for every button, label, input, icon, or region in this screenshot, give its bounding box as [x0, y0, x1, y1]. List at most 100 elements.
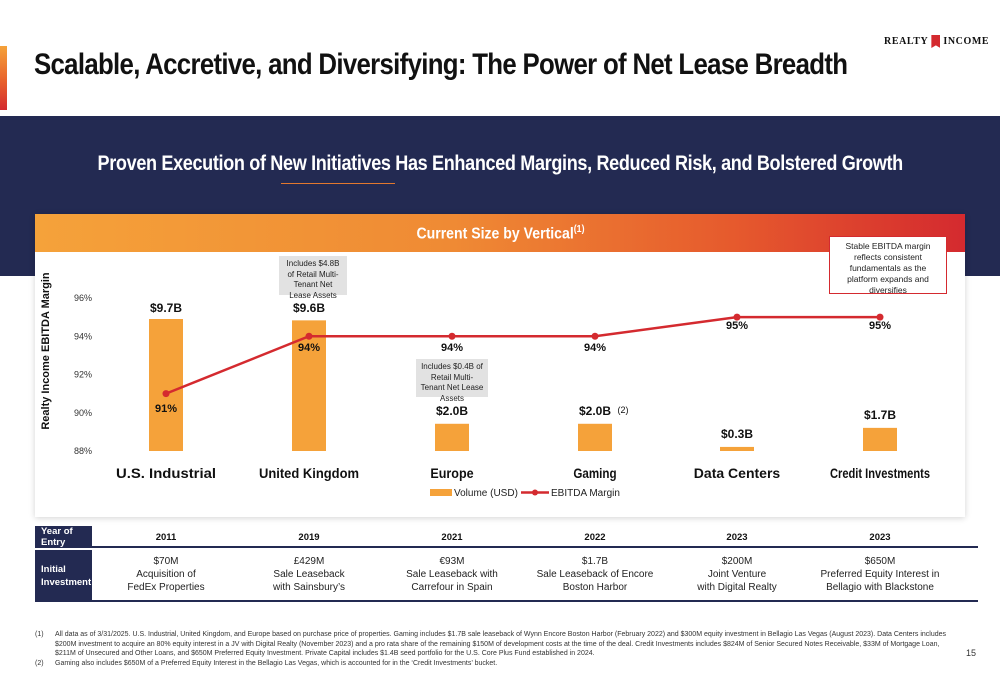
y-tick-label: 88%: [74, 446, 92, 456]
investment-cell: €93M Sale Leaseback with Carrefour in Spai…: [377, 550, 527, 602]
bar-3: [578, 423, 612, 451]
bar-value-label: $9.6B: [293, 301, 325, 315]
year-cell: 2021: [441, 531, 463, 543]
footnotes: (1) All data as of 3/31/2025. U.S. Indus…: [35, 630, 950, 668]
footnote-text: All data as of 3/31/2025. U.S. Industria…: [55, 631, 947, 657]
band-heading-text: Proven Execution of New Initiatives Has …: [97, 152, 903, 175]
band-heading: Proven Execution of New Initiatives Has …: [0, 152, 1000, 176]
year-cell: 2023: [869, 531, 891, 543]
europe-callout: Includes $0.4B of Retail Multi-Tenant Ne…: [416, 359, 488, 403]
footnote-2: (2) Gaming also includes $650M of a Pref…: [35, 659, 950, 669]
chart-title-footnote-ref: (1): [573, 224, 585, 235]
category-label: Data Centers: [694, 465, 781, 481]
uk-callout: Includes $4.8B of Retail Multi-Tenant Ne…: [279, 256, 347, 300]
bar-value-label: $1.7B: [864, 408, 896, 422]
investment-line: Sale Leaseback with: [406, 569, 498, 580]
investment-line: $650M: [864, 556, 896, 567]
legend-margin-label: EBITDA Margin: [551, 488, 620, 499]
bar-value-label: $2.0B: [579, 404, 611, 418]
investment-line: €93M: [439, 556, 465, 567]
investment-line: with Sainsbury’s: [272, 582, 346, 593]
legend-margin-marker: [532, 489, 538, 496]
investment-row: [35, 550, 978, 602]
chart-card: [35, 214, 965, 517]
bar-footnote-ref: (2): [618, 405, 629, 415]
investment-line: £429M: [293, 556, 325, 567]
investment-line: Sale Leaseback of Encore: [536, 569, 654, 580]
investment-line: $1.7B: [581, 556, 609, 567]
category-label: U.S. Industrial: [116, 465, 216, 481]
investment-header: Initial Investment: [35, 550, 92, 602]
chart-header-bar: [35, 214, 965, 252]
margin-point-0: [162, 390, 170, 398]
realty-income-logo: REALTY INCOME: [884, 35, 989, 48]
band-heading-underline: [281, 183, 395, 184]
investment-cell: $1.7B Sale Leaseback of Encore Boston Harb…: [520, 550, 670, 602]
margin-point-3: [591, 332, 599, 340]
category-label: Credit Investments: [830, 465, 930, 481]
slide-title: Scalable, Accretive, and Diversifying: T…: [34, 48, 848, 81]
bar-value-label: $0.3B: [721, 427, 753, 441]
investment-line: $200M: [721, 556, 753, 567]
year-cell: 2019: [298, 531, 320, 543]
investment-cell: £429M Sale Leaseback with Sainsbury’s: [234, 550, 384, 602]
margin-value-label: 94%: [584, 342, 606, 354]
title-accent-bar: [0, 46, 7, 110]
y-tick-label: 94%: [74, 331, 92, 341]
chart-title: Current Size by Vertical: [415, 225, 574, 243]
footnote-number: (1): [35, 631, 44, 638]
margin-value-label: 91%: [155, 403, 177, 415]
bar-5: [863, 427, 897, 451]
bar-2: [435, 423, 469, 451]
category-label: Europe: [430, 465, 473, 481]
y-tick-label: 92%: [74, 370, 92, 380]
bar-value-label: $9.7B: [150, 301, 182, 315]
margin-point-4: [733, 313, 741, 321]
investment-line: Acquisition of: [136, 569, 196, 580]
margin-point-5: [876, 313, 884, 321]
margin-value-label: 94%: [441, 342, 463, 354]
investment-cell: $200M Joint Venture with Digital Realty: [662, 550, 812, 602]
year-cell: 2023: [726, 531, 748, 543]
bar-value-label: $2.0B: [436, 404, 468, 418]
chart-header-title: Current Size by Vertical(1): [0, 224, 1000, 243]
investment-line: Carrefour in Spain: [411, 582, 493, 593]
logo-text-left: REALTY: [884, 36, 929, 47]
margin-point-2: [448, 332, 456, 340]
category-label: United Kingdom: [259, 465, 359, 481]
investment-cell: $70M Acquisition of FedEx Properties: [91, 550, 241, 602]
page-number: 15: [966, 648, 977, 658]
stable-margin-callout: Stable EBITDA margin reflects consistent…: [829, 236, 947, 295]
investment-line: with Digital Realty: [697, 582, 777, 593]
category-label: Gaming: [573, 465, 616, 481]
legend-volume-label: Volume (USD): [454, 488, 518, 499]
bar-4: [720, 446, 754, 451]
investment-line: Preferred Equity Interest in: [820, 569, 940, 580]
footnote-number: (2): [35, 659, 44, 667]
footnote-text: Gaming also includes $650M of a Preferre…: [55, 659, 498, 667]
bar-0: [149, 319, 183, 451]
investment-line: Bellagio with Blackstone: [826, 582, 934, 593]
investment-line: Sale Leaseback: [273, 569, 345, 580]
y-tick-label: 96%: [74, 293, 92, 303]
legend-volume-swatch: [430, 489, 452, 496]
investment-cell: $650M Preferred Equity Interest in Bellagi…: [805, 550, 955, 602]
margin-value-label: 95%: [869, 320, 891, 332]
year-row: [35, 526, 978, 548]
ebitda-margin-line: [165, 315, 880, 395]
investment-line: Joint Venture: [707, 569, 767, 580]
logo-mark-icon: [931, 35, 941, 48]
year-cell: 2011: [155, 531, 177, 543]
margin-value-label: 94%: [298, 342, 320, 354]
investment-line: FedEx Properties: [127, 582, 205, 593]
margin-point-1: [305, 332, 313, 340]
investment-line: $70M: [153, 556, 179, 567]
year-header: Year of Entry: [35, 526, 92, 548]
y-tick-label: 90%: [74, 408, 92, 418]
year-cell: 2022: [584, 531, 606, 543]
logo-text-right: INCOME: [943, 36, 990, 47]
margin-value-label: 95%: [726, 320, 748, 332]
investment-line: Boston Harbor: [562, 582, 628, 593]
footnote-1: (1) All data as of 3/31/2025. U.S. Indus…: [35, 630, 950, 659]
